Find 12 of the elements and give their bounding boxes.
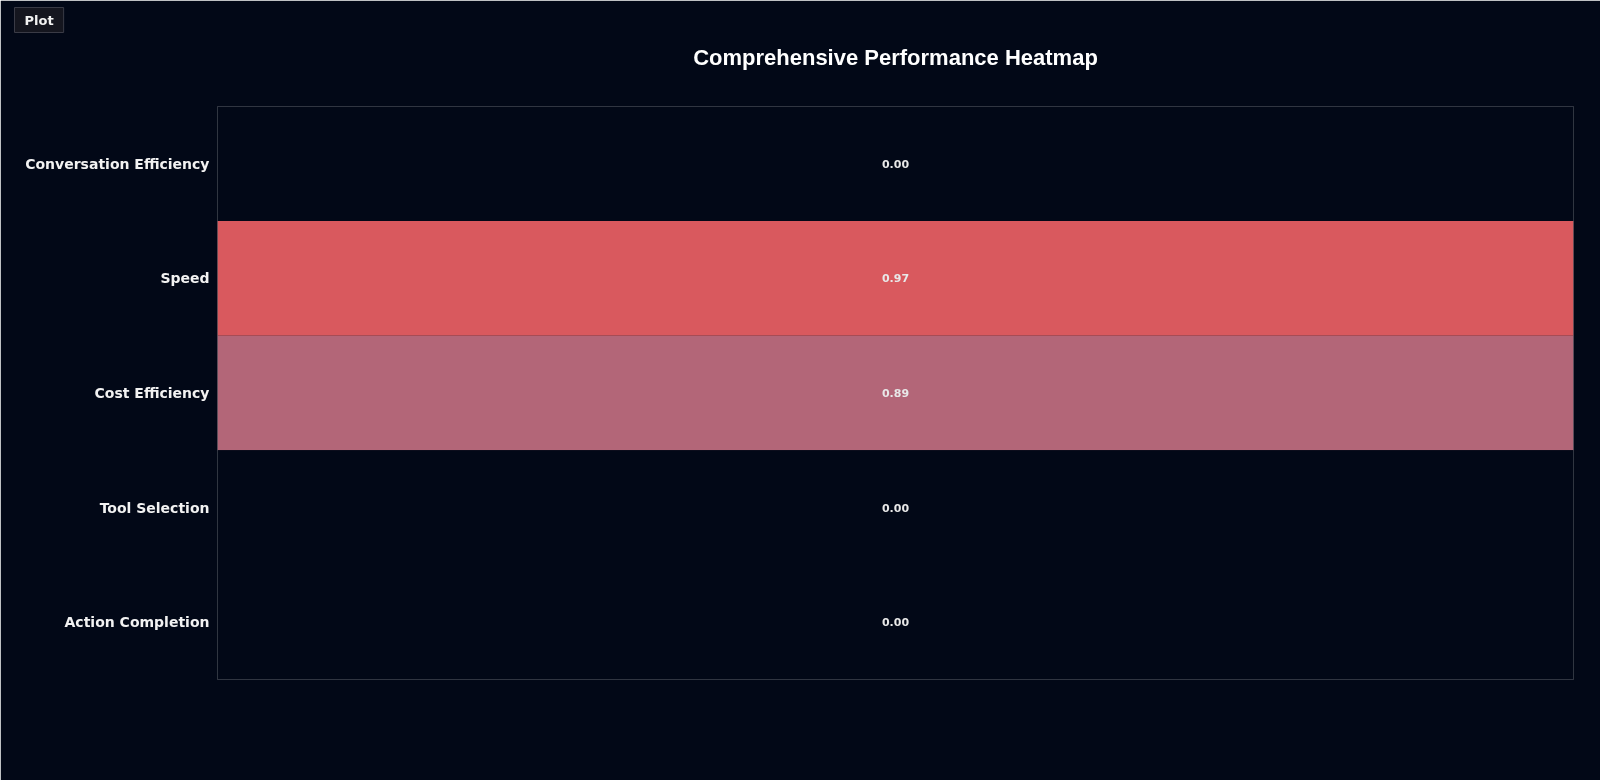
y-tick-label: Speed [160, 270, 210, 287]
data-label: 0.97 [881, 272, 910, 286]
text: Plot [24, 12, 54, 28]
chart-title: Comprehensive Performance Heatmap [693, 44, 1098, 70]
data-label: 0.00 [881, 157, 910, 171]
y-tick-label: Cost Efficiency [94, 385, 210, 401]
y-tick-label: Conversation Efficiency [25, 155, 210, 172]
data-label: 0.00 [881, 501, 910, 515]
y-tick-label: Tool Selection [99, 499, 210, 516]
data-label: 0.89 [881, 387, 910, 400]
data-label: 0.00 [881, 616, 910, 630]
y-tick-label: Action Completion [64, 614, 210, 631]
